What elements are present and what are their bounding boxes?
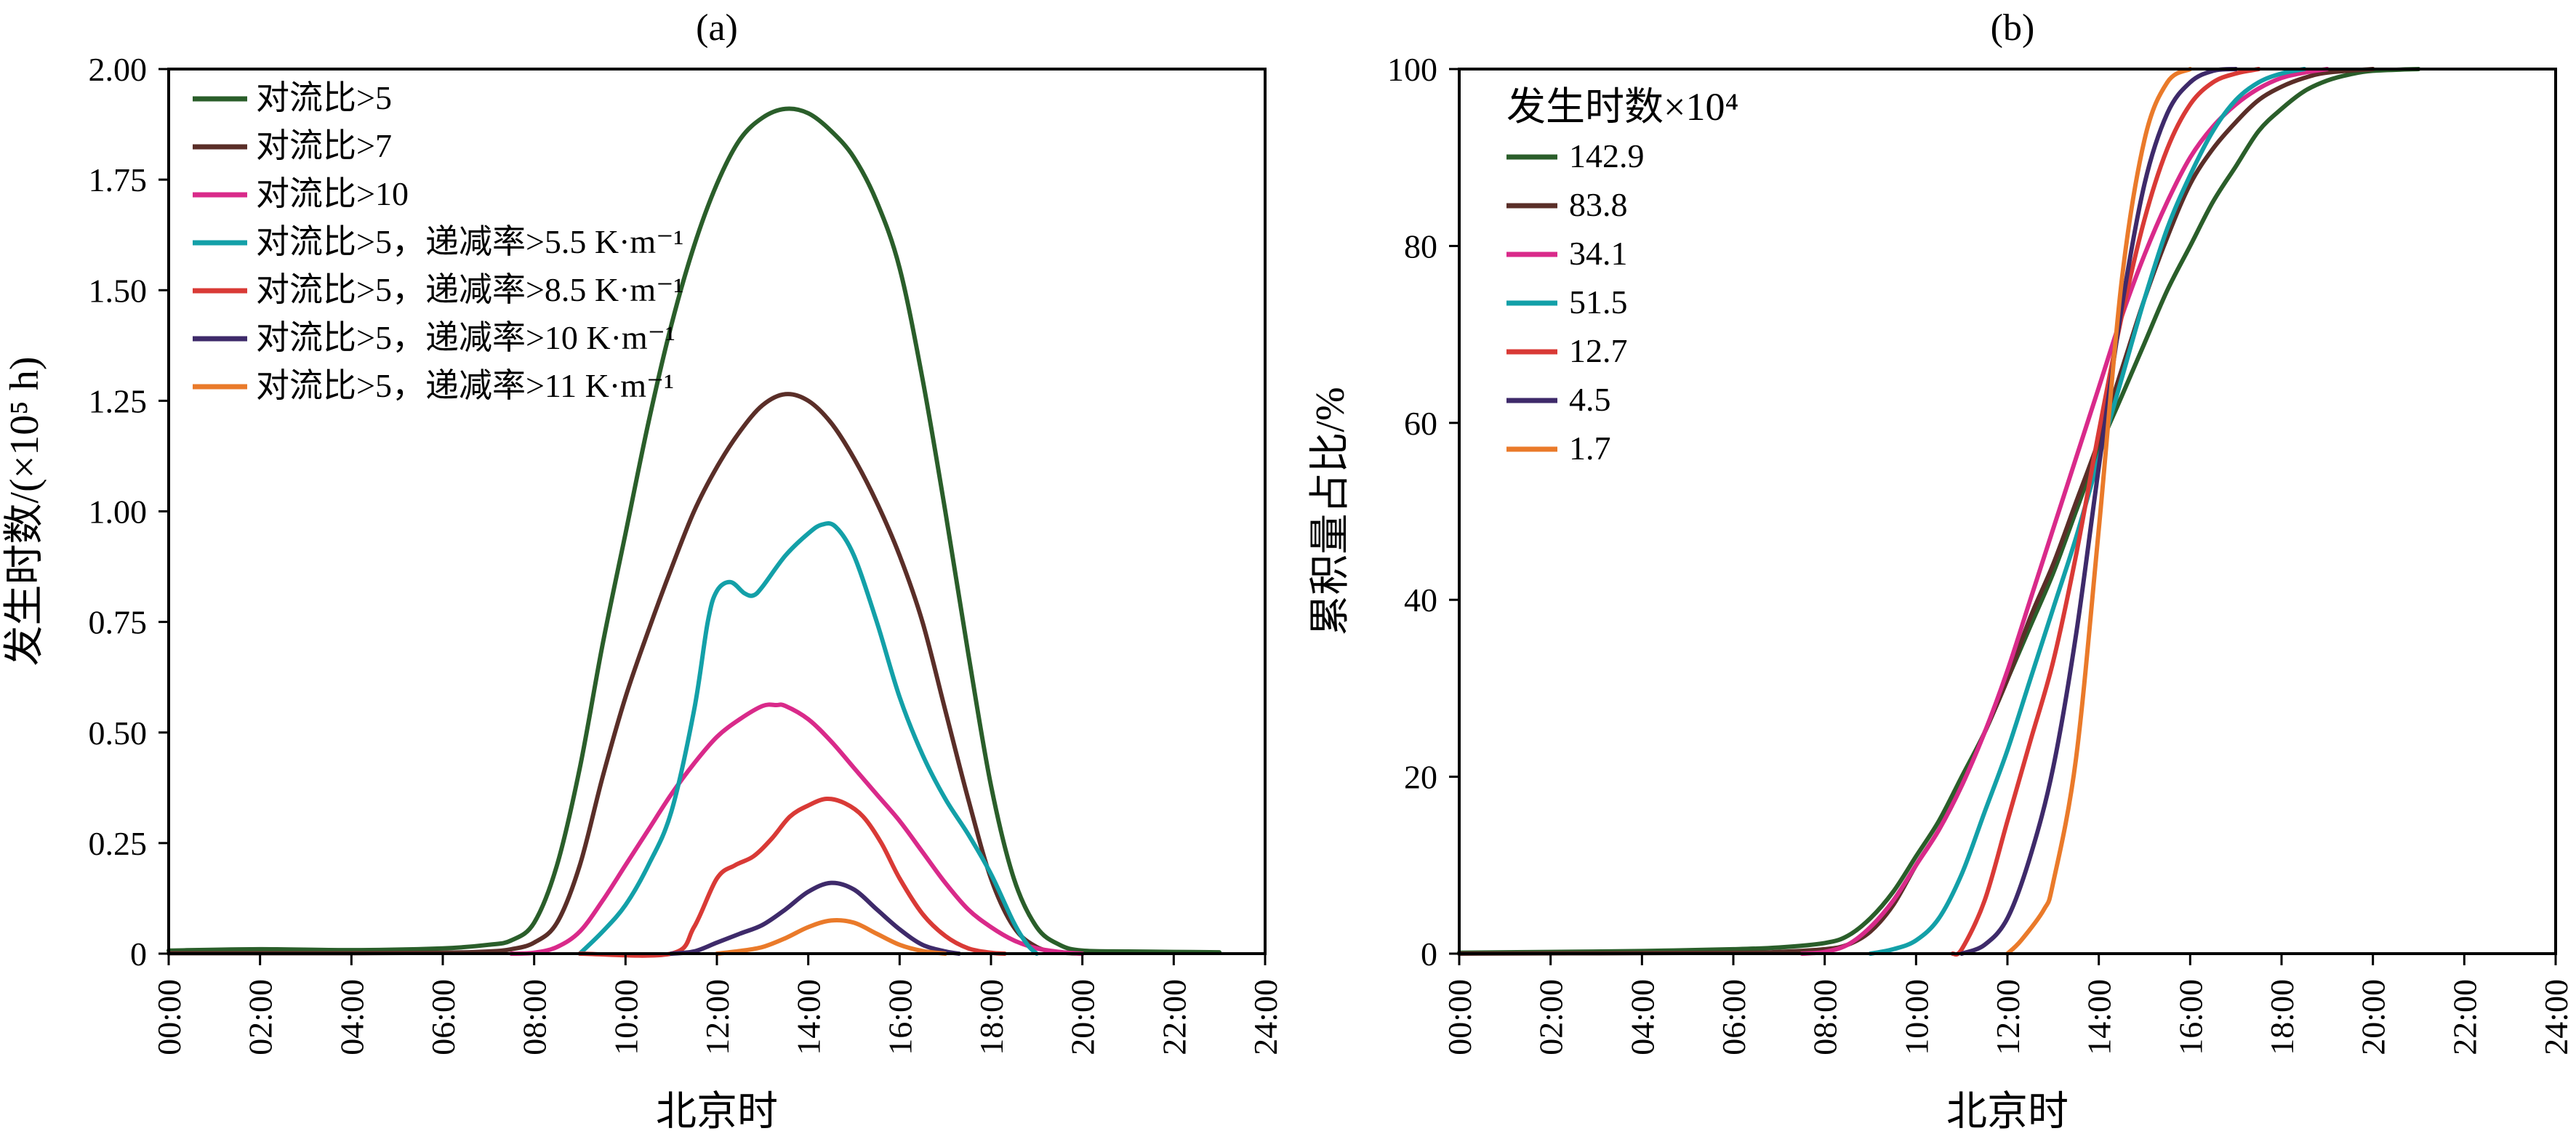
legend-entry: 对流比>10 — [256, 175, 409, 212]
x-tick-label: 02:00 — [242, 979, 279, 1055]
y-tick-label: 1.50 — [89, 272, 148, 309]
legend-entry: 4.5 — [1569, 381, 1611, 418]
x-tick-label: 04:00 — [333, 979, 370, 1055]
y-axis-title: 累积量占比/% — [1308, 387, 1353, 635]
x-tick-label: 22:00 — [2446, 979, 2483, 1055]
x-axis: 00:00 02:00 04:00 06:00 08:00 10:00 12:00 14:00… — [151, 954, 1284, 1055]
legend-entry: 对流比>5，递减率>8.5 K·m⁻¹ — [256, 271, 683, 308]
series-line-3 — [577, 521, 1039, 956]
series-line-1 — [166, 392, 1085, 956]
x-tick-label: 08:00 — [1807, 979, 1844, 1055]
x-tick-label: 16:00 — [881, 979, 918, 1055]
x-tick-label: 12:00 — [699, 979, 736, 1055]
y-tick-label: 80 — [1404, 228, 1437, 265]
y-tick-label: 0.50 — [89, 715, 148, 752]
y-axis-title: 发生时数/(×10⁵ h) — [2, 357, 47, 667]
y-tick-label: 1.75 — [89, 161, 148, 198]
x-axis-title: 北京时 — [1946, 1090, 2069, 1135]
x-tick-label: 18:00 — [973, 979, 1010, 1055]
x-tick-label: 20:00 — [1064, 979, 1102, 1055]
legend-entry: 142.9 — [1569, 137, 1645, 174]
legend-entry: 对流比>5，递减率>10 K·m⁻¹ — [256, 319, 675, 356]
series-lines — [1457, 67, 2421, 957]
x-tick-label: 10:00 — [607, 979, 644, 1055]
x-axis-title: 北京时 — [656, 1090, 778, 1135]
y-tick-label: 40 — [1404, 581, 1437, 619]
legend-entry: 83.8 — [1569, 186, 1628, 223]
y-tick-label: 60 — [1404, 405, 1437, 442]
x-tick-label: 08:00 — [516, 979, 553, 1055]
legend-entry: 1.7 — [1569, 430, 1611, 467]
x-tick-label: 00:00 — [151, 979, 188, 1055]
y-tick-label: 0 — [1421, 935, 1437, 973]
y-tick-label: 20 — [1404, 759, 1437, 796]
series-lines — [166, 106, 1222, 958]
legend-entry: 对流比>7 — [256, 127, 392, 164]
x-tick-label: 00:00 — [1441, 979, 1478, 1055]
series-line-2 — [1799, 67, 2330, 956]
y-tick-label: 0.75 — [89, 604, 148, 641]
legend-entry: 对流比>5，递减率>11 K·m⁻¹ — [256, 367, 674, 404]
series-line-6 — [2005, 67, 2193, 956]
legend: 发生时数×10⁴ 142.9 83.8 34.1 51.5 12.7 4.5 1.7 — [1506, 85, 1738, 467]
x-tick-label: 12:00 — [1989, 979, 2026, 1055]
x-tick-label: 02:00 — [1533, 979, 1570, 1055]
x-tick-label: 10:00 — [1898, 979, 1935, 1055]
x-tick-label: 22:00 — [1155, 979, 1192, 1055]
legend-entry: 12.7 — [1569, 332, 1628, 369]
y-tick-label: 0 — [130, 935, 147, 973]
legend-entry: 对流比>5 — [256, 79, 392, 116]
y-tick-label: 0.25 — [89, 825, 148, 862]
panel-title: (a) — [696, 7, 738, 49]
series-line-5 — [669, 880, 962, 956]
y-axis: 0 20 40 60 80 100 — [1387, 51, 1459, 973]
series-line-5 — [1959, 67, 2239, 956]
legend-entry: 对流比>5，递减率>5.5 K·m⁻¹ — [256, 223, 683, 260]
series-line-6 — [715, 917, 948, 956]
legend: 对流比>5 对流比>7 对流比>10 对流比>5，递减率>5.5 K·m⁻¹ 对流比>5… — [193, 79, 683, 404]
x-tick-label: 18:00 — [2263, 979, 2300, 1055]
y-tick-label: 2.00 — [89, 51, 148, 88]
x-tick-label: 06:00 — [425, 979, 462, 1055]
legend-entry: 34.1 — [1569, 235, 1628, 272]
chart-panel-a: (a) 00:00 02:00 04:00 06:00 08:00 10:00 12:00 14… — [2, 7, 1284, 1135]
series-line-0 — [166, 106, 1222, 955]
series-line-2 — [509, 702, 1085, 956]
x-tick-label: 16:00 — [2172, 979, 2209, 1055]
y-tick-label: 1.00 — [89, 494, 148, 531]
x-tick-label: 04:00 — [1624, 979, 1661, 1055]
x-tick-label: 14:00 — [2081, 979, 2118, 1055]
y-tick-label: 100 — [1387, 51, 1437, 88]
x-tick-label: 06:00 — [1715, 979, 1752, 1055]
x-tick-label: 24:00 — [2537, 979, 2575, 1055]
series-line-0 — [1457, 67, 2421, 955]
x-tick-label: 20:00 — [2355, 979, 2392, 1055]
legend-title: 发生时数×10⁴ — [1506, 85, 1738, 129]
x-axis: 00:00 02:00 04:00 06:00 08:00 10:00 12:00 14:00… — [1441, 954, 2575, 1055]
chart-panel-b: (b) 00:00 02:00 04:00 06:00 08:00 10:00 12:00 14… — [1308, 7, 2575, 1135]
series-line-4 — [577, 796, 1007, 958]
panel-title: (b) — [1991, 7, 2035, 49]
series-line-3 — [1868, 67, 2307, 956]
x-tick-label: 14:00 — [790, 979, 827, 1055]
series-line-4 — [1950, 67, 2261, 957]
legend-entry: 51.5 — [1569, 283, 1628, 321]
y-tick-label: 1.25 — [89, 382, 148, 419]
y-axis: 0 0.25 0.50 0.75 1.00 1.25 1.50 1.75 2.00 — [89, 51, 169, 973]
x-tick-label: 24:00 — [1247, 979, 1284, 1055]
